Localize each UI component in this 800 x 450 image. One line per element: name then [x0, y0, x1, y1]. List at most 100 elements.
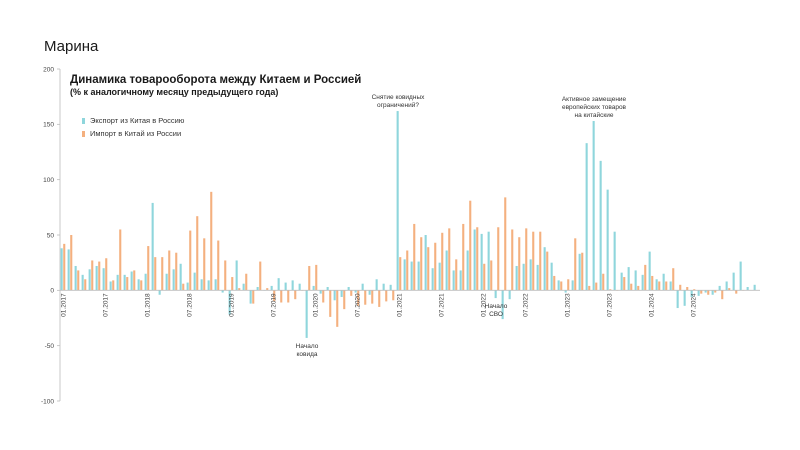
bar-import	[574, 238, 577, 291]
bar-export	[669, 281, 672, 291]
x-tick-label: 01.2023	[565, 293, 572, 317]
bar-export	[739, 261, 742, 291]
bar-export	[585, 143, 588, 291]
bar-export	[249, 290, 252, 304]
bar-import	[700, 290, 703, 294]
bar-import	[455, 259, 458, 291]
bar-export	[725, 281, 728, 291]
bar-import	[672, 268, 675, 291]
bar-import	[182, 283, 185, 291]
bar-import	[630, 283, 633, 291]
bar-import	[231, 277, 234, 291]
bar-export	[95, 265, 98, 291]
bar-export	[270, 285, 273, 291]
bar-export	[676, 290, 679, 309]
bar-export	[396, 111, 399, 291]
bar-export	[214, 279, 217, 291]
bar-export	[522, 263, 525, 291]
bar-import	[322, 290, 325, 303]
bar-export	[431, 268, 434, 291]
bar-import	[518, 237, 521, 291]
bar-import	[553, 275, 556, 291]
bar-export	[578, 253, 581, 291]
annotation-label: европейских товаров	[562, 103, 627, 111]
slide-author: Марина	[44, 38, 99, 55]
bar-import	[154, 257, 157, 291]
bar-import	[413, 223, 416, 291]
bar-export	[361, 283, 364, 291]
bar-export	[655, 279, 658, 291]
y-tick-label: 200	[43, 66, 54, 73]
bar-import	[637, 285, 640, 291]
bar-import	[623, 277, 626, 291]
bar-import	[686, 287, 689, 291]
bar-import	[609, 289, 612, 291]
bar-import	[728, 288, 731, 291]
bar-import	[357, 290, 360, 306]
y-tick-label: 50	[47, 232, 55, 239]
bar-export	[165, 273, 168, 291]
bar-import	[406, 250, 409, 291]
bar-import	[714, 290, 717, 293]
bar-import	[427, 247, 430, 291]
annotation-label: СВО	[489, 311, 503, 318]
bar-export	[557, 280, 560, 291]
bar-export	[494, 290, 497, 299]
chart-legend: Экспорт из Китая в Россию Импорт в Китай…	[82, 114, 184, 140]
bar-export	[704, 290, 707, 293]
bar-export	[256, 287, 259, 291]
bar-export	[326, 287, 329, 291]
bar-import	[483, 263, 486, 291]
bar-export	[109, 281, 112, 291]
bar-export	[382, 283, 385, 291]
bar-import	[511, 229, 514, 291]
bar-import	[196, 216, 199, 291]
bar-export	[473, 229, 476, 291]
bar-import	[392, 290, 395, 301]
bar-export	[438, 262, 441, 291]
bar-export	[158, 290, 161, 295]
bar-import	[126, 277, 129, 291]
annotation-label: Начало	[296, 343, 319, 350]
bar-export	[445, 250, 448, 291]
bar-import	[280, 290, 283, 303]
annotation-label: ковида	[296, 351, 317, 358]
bar-export	[543, 247, 546, 291]
bar-import	[707, 290, 710, 295]
bar-import	[434, 242, 437, 291]
bar-import	[245, 273, 248, 291]
x-tick-label: 07.2023	[607, 293, 614, 317]
x-tick-label: 01.2021	[397, 293, 404, 317]
bar-export	[410, 261, 413, 291]
x-tick-label: 01.2024	[649, 293, 656, 317]
legend-swatch-export	[82, 117, 85, 124]
bar-import	[588, 285, 591, 291]
bar-import	[238, 288, 241, 291]
legend-item-import: Импорт в Китай из России	[82, 127, 184, 140]
bar-export	[291, 280, 294, 291]
bar-export	[424, 235, 427, 291]
bar-import	[336, 290, 339, 327]
bar-export	[333, 290, 336, 301]
legend-label-import: Импорт в Китай из России	[90, 129, 182, 138]
bar-export	[403, 259, 406, 291]
bar-export	[347, 287, 350, 291]
bar-import	[91, 260, 94, 291]
x-tick-label: 01.2018	[145, 293, 152, 317]
bar-import	[112, 280, 115, 291]
bar-import	[567, 279, 570, 291]
bar-import	[329, 290, 332, 317]
bar-export	[305, 290, 308, 338]
bar-export	[634, 270, 637, 291]
bar-import	[476, 227, 479, 291]
bar-import	[224, 260, 227, 291]
bar-export	[711, 290, 714, 295]
bar-import	[259, 261, 262, 291]
bar-import	[294, 290, 297, 300]
bar-import	[168, 250, 171, 291]
bar-import	[420, 237, 423, 291]
bar-export	[501, 290, 504, 320]
bar-import	[448, 228, 451, 291]
bar-import	[441, 232, 444, 291]
annotation-label: ограничений?	[377, 101, 419, 109]
